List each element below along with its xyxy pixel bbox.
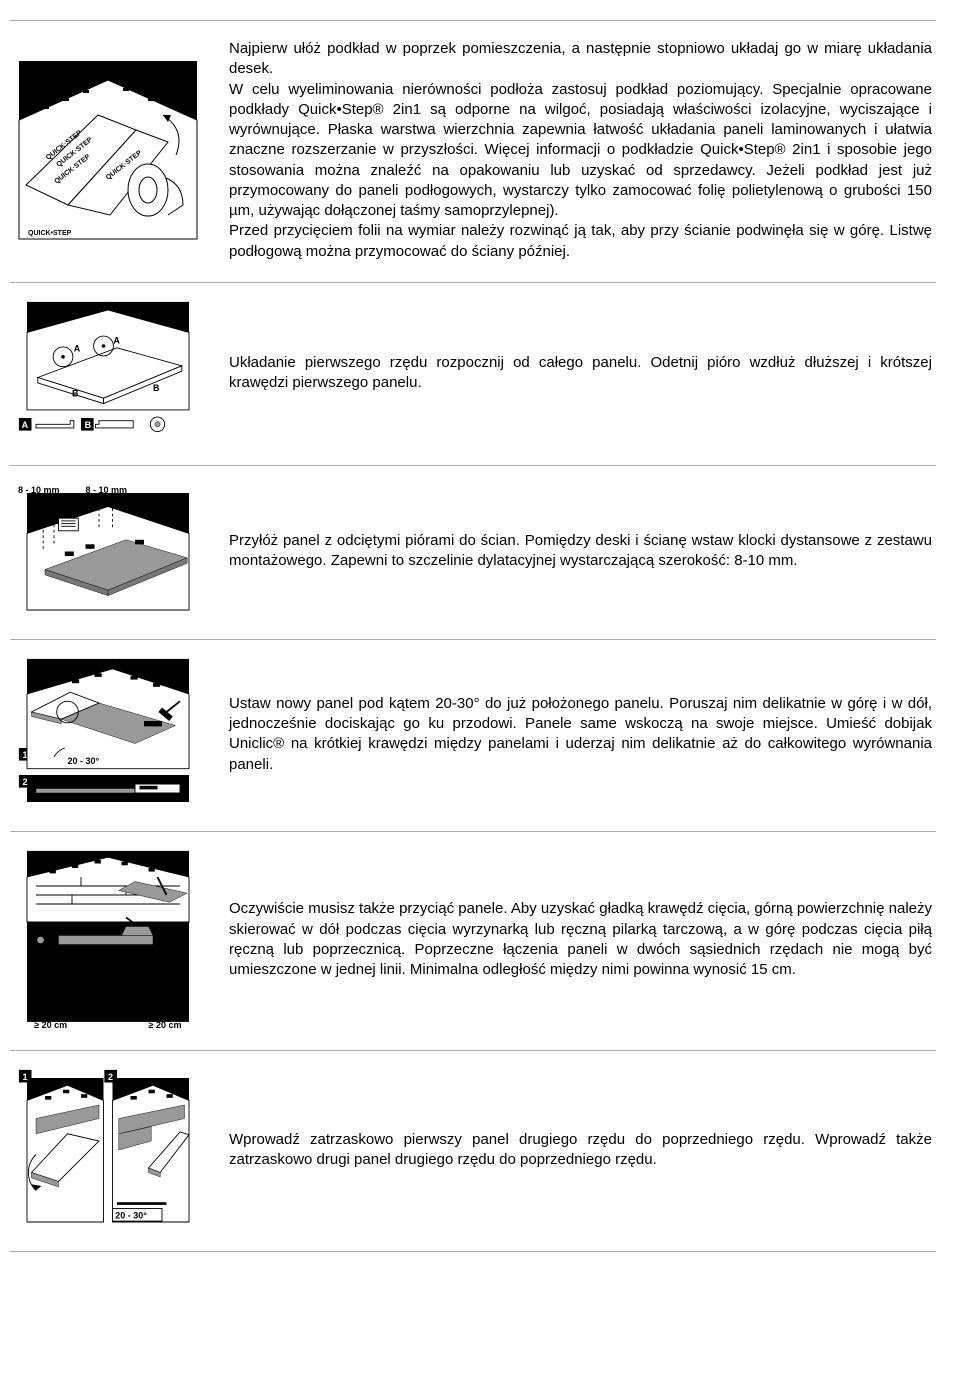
svg-text:A: A [113, 335, 120, 345]
step-1: QUICK·STEP QUICK·STEP QUICK·STEP QUICK·S… [10, 20, 936, 283]
step-4-illustration: 1 [10, 658, 205, 811]
svg-text:2: 2 [108, 1072, 113, 1082]
step-2: A A B B A B Układanie pierwszego rzędu r… [10, 283, 936, 466]
svg-text:≥ 15 cm: ≥ 15 cm [37, 1006, 70, 1016]
svg-text:A: A [21, 420, 28, 430]
step-5-text: Oczywiście musisz także przyciąć panele.… [229, 850, 936, 1030]
step-3-text: Przyłóż panel z odciętymi piórami do ści… [229, 484, 936, 619]
svg-text:A: A [73, 343, 80, 353]
step-6-text: Wprowadź zatrzaskowo pierwszy panel drug… [229, 1069, 936, 1231]
svg-text:B: B [153, 383, 160, 393]
step-6: 1 2 [10, 1051, 936, 1252]
step-6-illustration: 1 2 [10, 1069, 205, 1231]
step-1-illustration: QUICK·STEP QUICK·STEP QUICK·STEP QUICK·S… [10, 39, 205, 262]
instruction-page: QUICK·STEP QUICK·STEP QUICK·STEP QUICK·S… [0, 0, 960, 1272]
step-3: 8 - 10 mm 8 - 10 mm [10, 466, 936, 640]
svg-text:20 - 30°: 20 - 30° [67, 756, 99, 766]
svg-text:8 - 10 mm: 8 - 10 mm [85, 485, 127, 495]
svg-text:8 - 10 mm: 8 - 10 mm [18, 485, 60, 495]
svg-text:≥ 20 cm: ≥ 20 cm [148, 1020, 181, 1030]
svg-text:1: 1 [22, 1072, 27, 1082]
step-4: 1 [10, 640, 936, 832]
step-3-illustration: 8 - 10 mm 8 - 10 mm [10, 484, 205, 619]
svg-text:QUICK•STEP: QUICK•STEP [28, 230, 72, 237]
svg-text:≥ 20 cm: ≥ 20 cm [34, 1020, 67, 1030]
svg-text:20 - 30°: 20 - 30° [115, 1210, 147, 1220]
step-2-text: Układanie pierwszego rzędu rozpocznij od… [229, 301, 936, 445]
step-5-illustration: ≥ 15 cm ≥ 20 cm ≥ 20 cm [10, 850, 205, 1030]
step-5: ≥ 15 cm ≥ 20 cm ≥ 20 cm Oczywiście musis… [10, 832, 936, 1051]
svg-text:B: B [84, 420, 91, 430]
svg-text:B: B [72, 388, 79, 398]
step-1-text: Najpierw ułóż podkład w poprzek pomieszc… [229, 39, 936, 262]
step-2-illustration: A A B B A B [10, 301, 205, 445]
step-4-text: Ustaw nowy panel pod kątem 20-30° do już… [229, 658, 936, 811]
svg-text:2: 2 [22, 777, 27, 787]
